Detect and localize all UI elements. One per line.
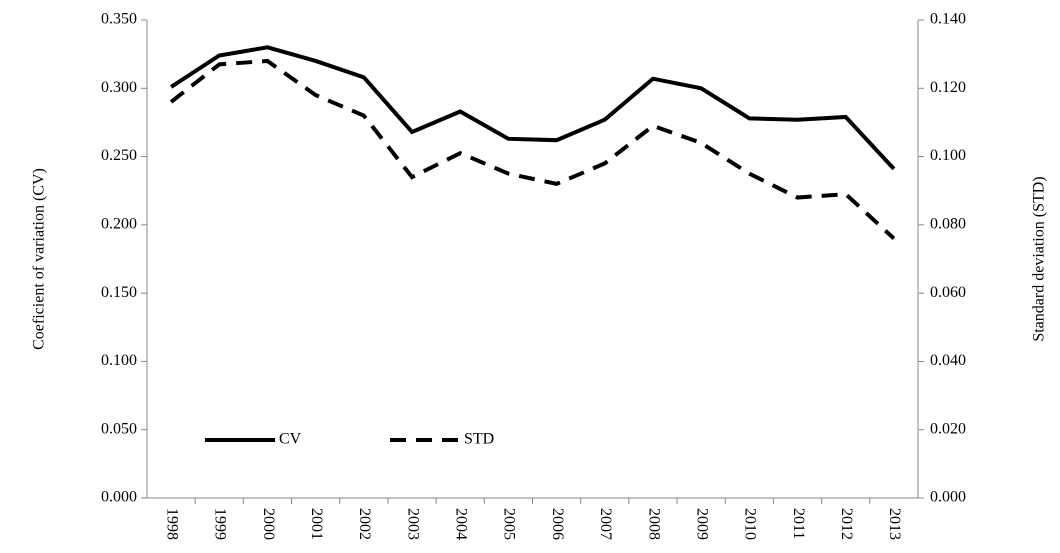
y2-tick-label: 0.120: [930, 79, 966, 96]
x-tick-label: 1998: [163, 508, 180, 540]
x-tick-label: 2008: [645, 508, 662, 540]
x-tick-label: 2003: [404, 508, 421, 540]
x-tick-label: 2005: [501, 508, 518, 540]
y2-axis-label: Standard deviation (STD): [1031, 176, 1048, 341]
y2-tick-label: 0.140: [930, 11, 966, 28]
x-tick-label: 2004: [453, 508, 470, 540]
x-tick-label: 1999: [212, 508, 229, 540]
y-tick-label: 0.300: [101, 79, 137, 96]
y-tick-label: 0.250: [101, 147, 137, 164]
legend-label: CV: [279, 431, 302, 448]
y2-tick-label: 0.040: [930, 352, 966, 369]
y-tick-label: 0.050: [101, 420, 137, 437]
line-series: [169, 58, 896, 240]
x-tick-label: 2010: [742, 508, 759, 540]
y-tick-label: 0.000: [101, 489, 137, 506]
y-tick-label: 0.200: [101, 216, 137, 233]
y-tick-label: 0.150: [101, 284, 137, 301]
y-tick-label: 0.350: [101, 11, 137, 28]
y2-tick-label: 0.080: [930, 216, 966, 233]
x-tick-label: 2011: [790, 508, 807, 539]
y2-tick-label: 0.100: [930, 147, 966, 164]
x-tick-label: 2007: [597, 508, 614, 540]
x-tick-label: 2001: [308, 508, 325, 540]
x-tick-label: 2000: [260, 508, 277, 540]
y2-tick-label: 0.020: [930, 420, 966, 437]
x-tick-label: 2012: [838, 508, 855, 540]
x-tick-label: 2002: [356, 508, 373, 540]
x-tick-label: 2009: [693, 508, 710, 540]
line-series: [170, 45, 896, 171]
y-tick-label: 0.100: [101, 352, 137, 369]
y-axis-label: Coeficient of variation (CV): [31, 168, 48, 350]
legend-label: STD: [464, 431, 494, 448]
y2-tick-label: 0.060: [930, 284, 966, 301]
y2-tick-label: 0.000: [930, 489, 966, 506]
x-tick-label: 2013: [886, 508, 903, 540]
x-tick-label: 2006: [549, 508, 566, 540]
